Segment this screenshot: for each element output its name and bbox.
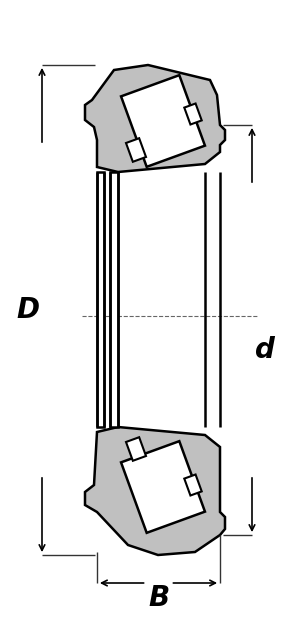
Polygon shape [184,104,202,124]
Polygon shape [97,172,104,427]
Polygon shape [85,65,225,172]
Polygon shape [110,172,118,427]
Text: d: d [255,336,275,364]
Text: B: B [148,584,169,612]
Polygon shape [184,474,202,496]
Polygon shape [85,427,225,555]
Text: D: D [16,296,40,324]
Polygon shape [121,75,205,167]
Polygon shape [126,438,146,461]
Polygon shape [121,441,205,533]
Polygon shape [126,138,146,162]
